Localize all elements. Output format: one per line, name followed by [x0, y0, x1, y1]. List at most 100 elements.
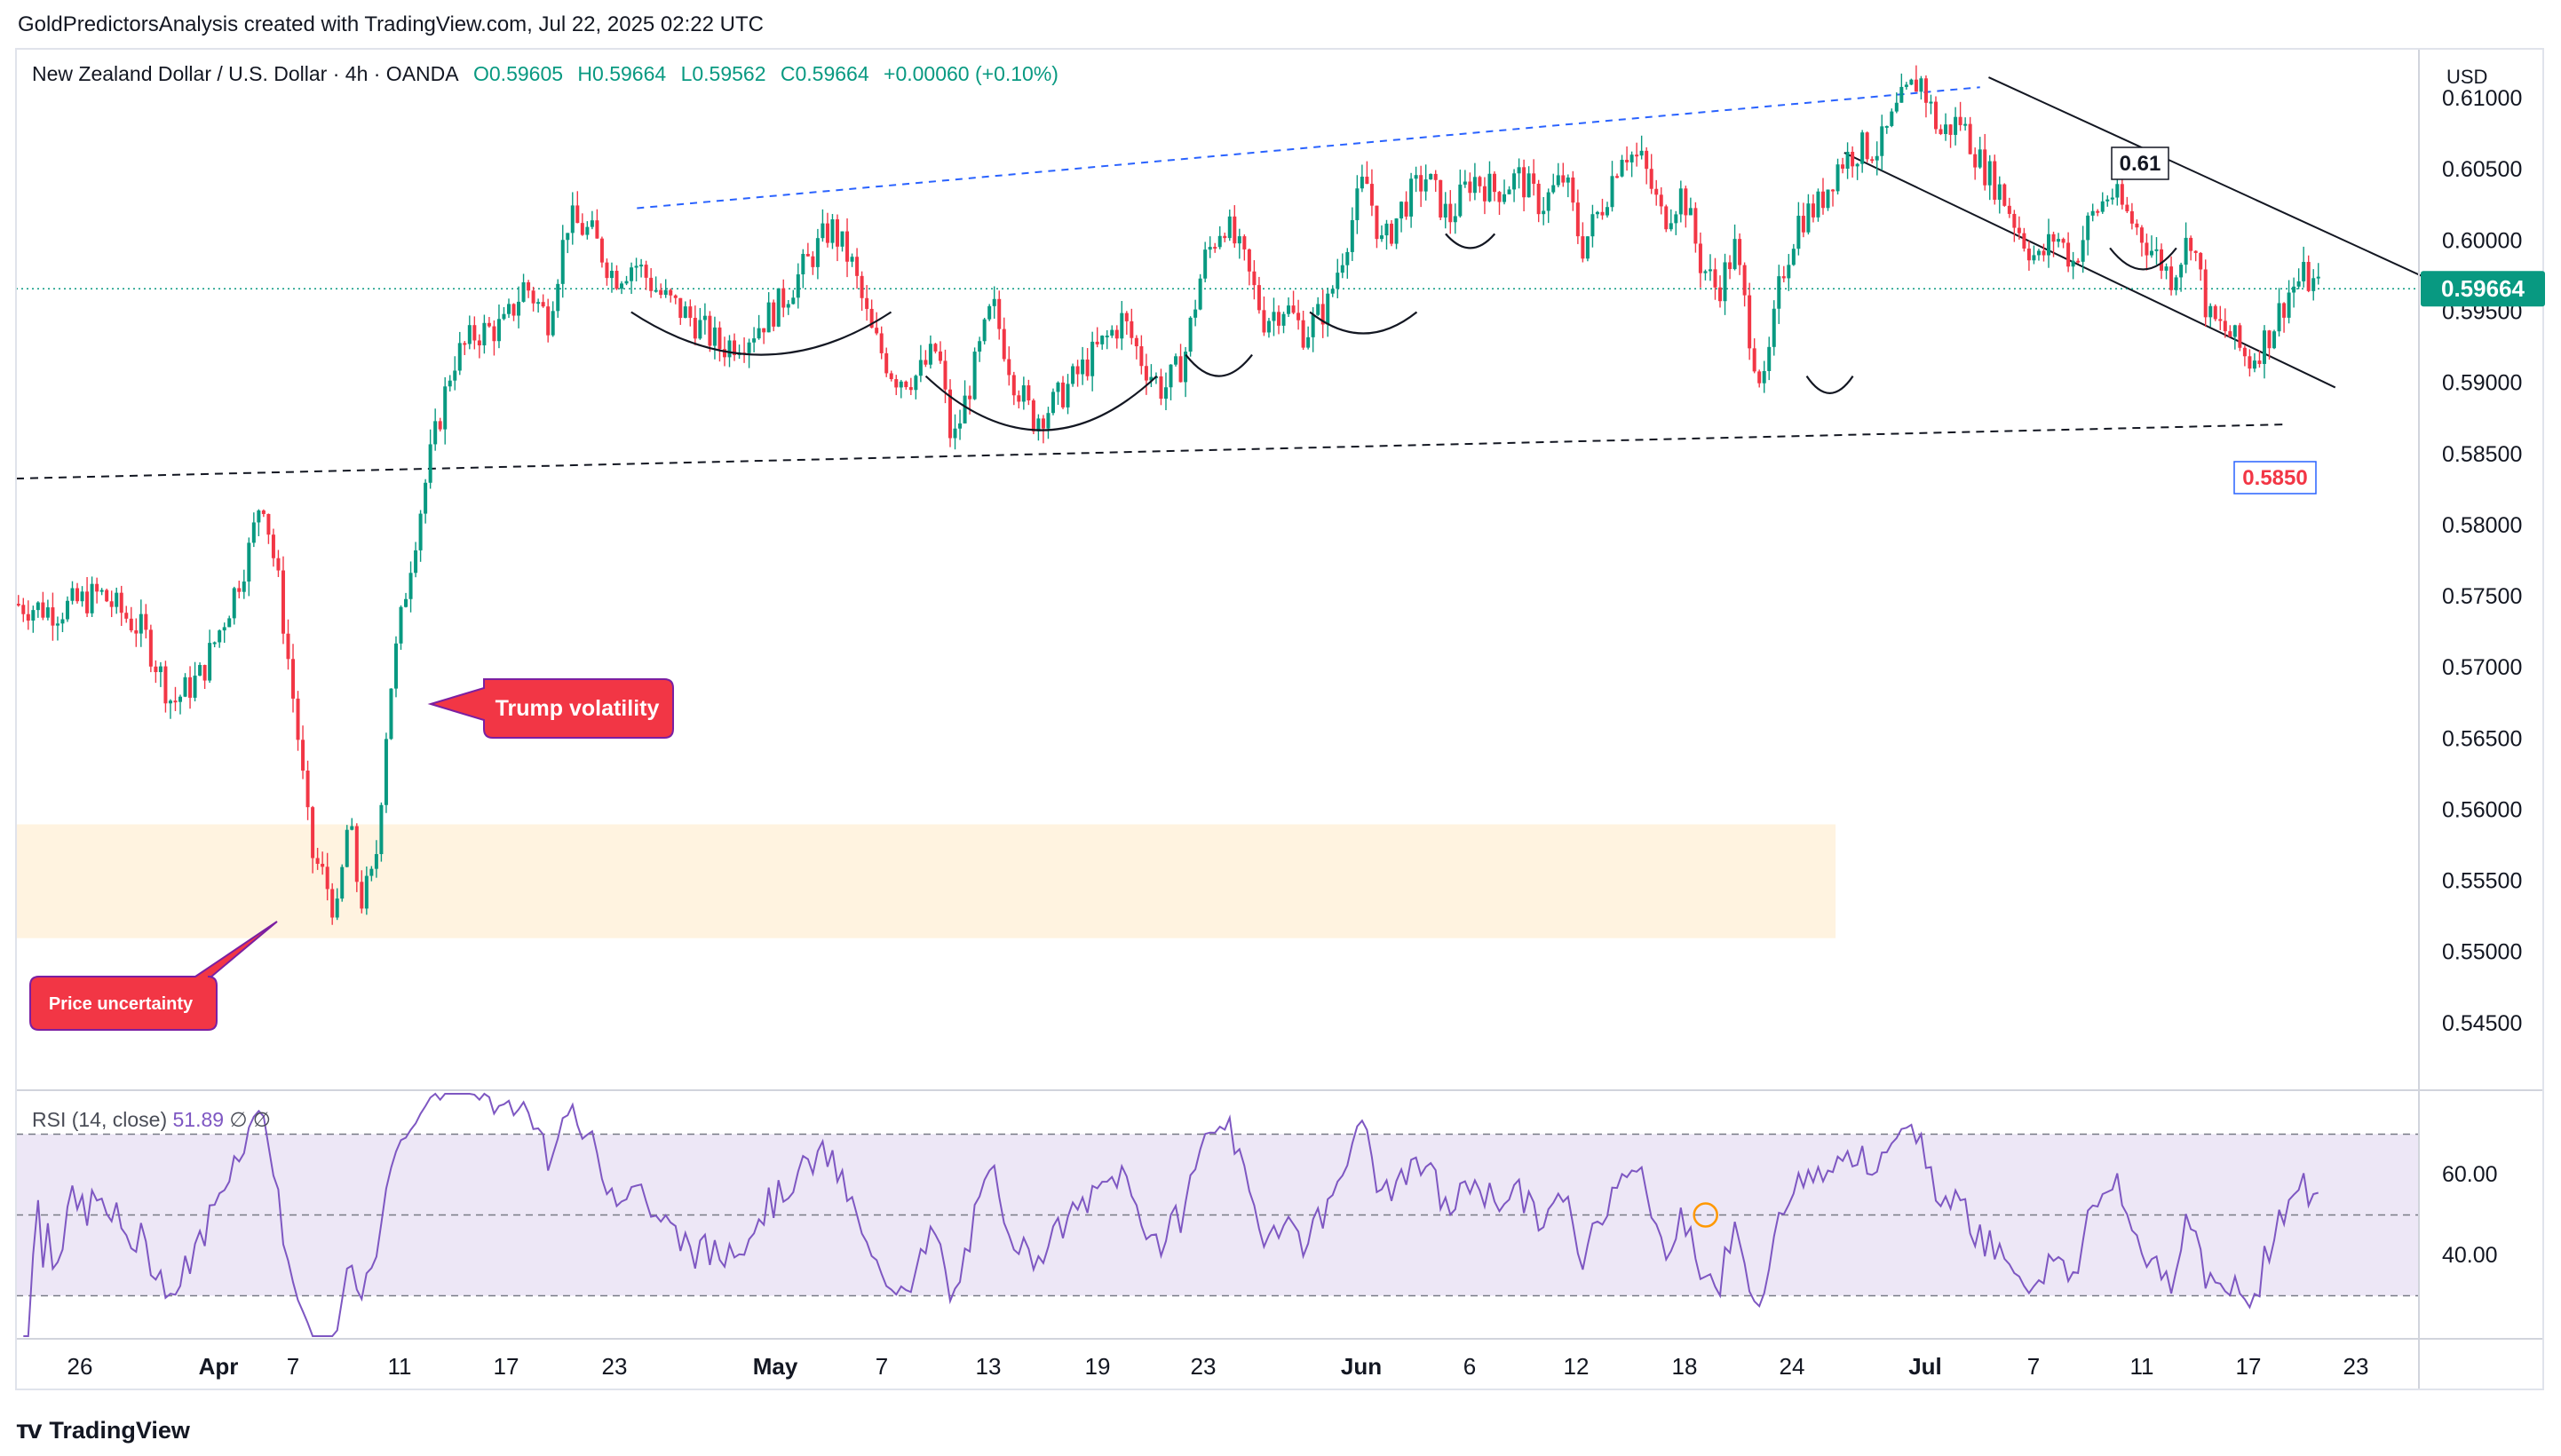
candle: [2248, 349, 2252, 377]
candle-body: [1379, 235, 1384, 240]
candle-body: [2090, 210, 2095, 216]
candle: [2174, 274, 2178, 296]
candle: [1399, 201, 1404, 233]
rsi-legend: RSI (14, close) 51.89 ∅ ∅: [32, 1108, 271, 1132]
tradingview-logo-icon: ᴛᴠ: [16, 1415, 42, 1444]
candle: [1272, 297, 1276, 336]
candle-body: [330, 889, 335, 918]
candle: [242, 569, 246, 599]
candle-body: [1081, 359, 1085, 375]
candle-body: [1433, 173, 1438, 180]
candle: [688, 299, 693, 327]
candle: [1929, 94, 1933, 115]
candle: [237, 581, 242, 599]
candle: [997, 290, 1002, 340]
candle-body: [1884, 125, 1889, 128]
candle-body: [1472, 177, 1477, 194]
candle-body: [1390, 223, 1394, 244]
candle-body: [1664, 206, 1669, 230]
candle: [1320, 289, 1325, 338]
candle-body: [1585, 236, 1590, 259]
candle: [1772, 300, 1776, 356]
candle: [1718, 275, 1723, 308]
candle-body: [1281, 313, 1286, 326]
candle-body: [747, 342, 751, 353]
candle-body: [811, 256, 815, 267]
candle-body: [453, 370, 457, 381]
candle-body: [669, 289, 673, 296]
candle-body: [1610, 176, 1614, 208]
tradingview-brand[interactable]: ᴛᴠ TradingView: [16, 1415, 190, 1445]
candle-body: [55, 623, 59, 626]
candle: [2066, 232, 2071, 273]
candle-body: [1532, 173, 1536, 184]
candle: [463, 341, 467, 355]
candle: [2090, 203, 2095, 222]
candle-body: [1973, 154, 1978, 168]
candle-body: [2061, 239, 2065, 243]
candle-body: [595, 220, 599, 239]
candle: [80, 586, 84, 607]
candle: [1791, 243, 1796, 266]
candle: [1688, 197, 1693, 216]
candle-body: [654, 289, 658, 292]
candle: [148, 624, 153, 673]
candle: [1487, 161, 1492, 202]
candle-body: [296, 698, 300, 740]
candle-body: [51, 607, 55, 626]
candle: [1409, 172, 1414, 228]
rsi-label[interactable]: RSI (14, close): [32, 1108, 168, 1131]
candle-body: [1198, 278, 1202, 310]
candle-body: [531, 290, 535, 304]
candle: [1021, 376, 1026, 410]
candle: [1728, 255, 1732, 280]
candle-body: [1742, 265, 1747, 296]
candle-body: [2047, 233, 2051, 256]
candle-body: [2105, 199, 2110, 202]
candle-body: [879, 333, 884, 353]
candle-body: [1801, 216, 1805, 233]
candle-body: [1002, 328, 1006, 360]
candle-body: [1233, 216, 1237, 244]
candle-body: [158, 666, 163, 673]
candle: [414, 542, 418, 578]
candle: [75, 582, 80, 604]
candle: [815, 228, 820, 280]
price-tick-label: 0.54500: [2442, 1011, 2522, 1036]
candle: [1330, 285, 1335, 297]
candle: [938, 341, 942, 364]
candle-body: [585, 226, 590, 235]
candle: [1713, 257, 1717, 300]
candle: [1472, 162, 1477, 201]
candle-body: [997, 298, 1002, 329]
candle: [369, 866, 374, 882]
candle-body: [1134, 337, 1138, 347]
candle-body: [2071, 260, 2075, 267]
candle-body: [276, 558, 281, 571]
candle-body: [1787, 265, 1791, 279]
candle-body: [1139, 346, 1144, 367]
candle: [1375, 205, 1379, 249]
uncertainty-callout-shape: [29, 921, 278, 1031]
candle: [805, 242, 810, 257]
candle-body: [1419, 175, 1423, 192]
candle: [669, 288, 673, 303]
candle: [2257, 350, 2262, 368]
candle: [718, 321, 722, 362]
candle: [1423, 164, 1428, 201]
candle-body: [1090, 341, 1095, 376]
candle: [1787, 254, 1791, 291]
candle-body: [1105, 335, 1109, 337]
currency-label[interactable]: USD: [2446, 66, 2488, 88]
candle: [1635, 142, 1639, 167]
candle-body: [2164, 266, 2169, 271]
candle-body: [2287, 292, 2291, 318]
candle: [1757, 369, 1762, 388]
candle-body: [551, 311, 555, 336]
symbol-name[interactable]: New Zealand Dollar / U.S. Dollar · 4h · …: [32, 62, 459, 85]
candle-body: [1693, 208, 1698, 244]
candle-body: [2267, 330, 2272, 349]
candle: [340, 864, 345, 902]
candle: [1820, 178, 1825, 215]
